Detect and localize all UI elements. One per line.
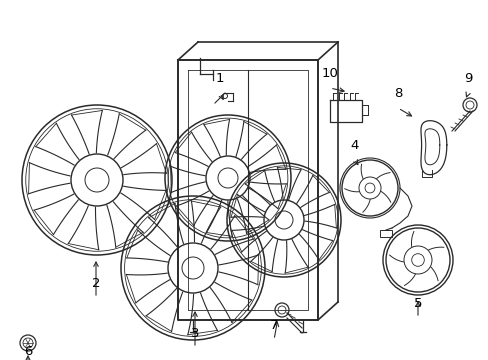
Text: 3: 3 [190, 327, 199, 340]
Text: 8: 8 [393, 87, 401, 100]
Text: 2: 2 [92, 277, 100, 290]
Text: 9: 9 [463, 72, 471, 85]
Text: 5: 5 [413, 297, 421, 310]
Text: 10: 10 [321, 67, 338, 80]
Text: 1: 1 [215, 72, 224, 85]
Text: 6: 6 [24, 345, 32, 358]
Text: 4: 4 [350, 139, 359, 152]
Text: 7: 7 [269, 319, 278, 332]
